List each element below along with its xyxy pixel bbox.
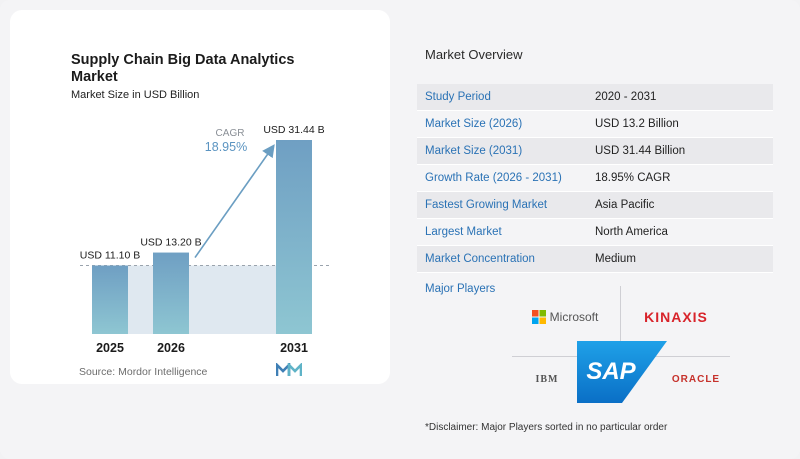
- overview-row-value: 18.95% CAGR: [595, 172, 671, 184]
- overview-row-label: Market Size (2026): [425, 118, 523, 130]
- chart-subtitle: Market Size in USD Billion: [71, 89, 200, 101]
- source-text: Source: Mordor Intelligence: [79, 366, 208, 378]
- ibm-logo: IBM: [522, 368, 572, 390]
- baseline-band: [92, 265, 312, 334]
- overview-row-label: Market Concentration: [425, 253, 535, 265]
- players-divider-vertical: [620, 286, 621, 346]
- x-tick-label: 2031: [280, 341, 308, 355]
- microsoft-logo: Microsoft: [520, 304, 610, 330]
- overview-row-value: Asia Pacific: [595, 199, 655, 211]
- bar-value-label: USD 11.10 B: [80, 250, 141, 262]
- overview-row-value: 2020 - 2031: [595, 91, 657, 103]
- overview-row: Fastest Growing Market Asia Pacific: [417, 192, 773, 219]
- sap-name: SAP: [586, 358, 636, 385]
- sap-background-icon: [577, 341, 667, 403]
- overview-row-label: Largest Market: [425, 226, 502, 238]
- x-tick-label: 2025: [96, 341, 124, 355]
- bar-value-label: USD 31.44 B: [263, 124, 324, 136]
- overview-row-value: Medium: [595, 253, 636, 265]
- oracle-logo: ORACLE: [668, 368, 724, 390]
- sap-logo: SAP: [577, 341, 667, 403]
- cagr-value: 18.95%: [205, 140, 247, 154]
- overview-title: Market Overview: [425, 47, 523, 62]
- players-title: Major Players: [425, 283, 496, 295]
- overview-row: Market Size (2026) USD 13.2 Billion: [417, 111, 773, 138]
- oracle-name: ORACLE: [671, 373, 721, 385]
- microsoft-name: Microsoft: [549, 310, 599, 324]
- overview-row: Growth Rate (2026 - 2031) 18.95% CAGR: [417, 165, 773, 192]
- bar: [92, 265, 128, 334]
- cagr-arrow: [194, 144, 275, 259]
- chart-title: Supply Chain Big Data Analytics Market: [71, 52, 295, 85]
- overview-row-value: USD 31.44 Billion: [595, 145, 686, 157]
- overview-row-value: USD 13.2 Billion: [595, 118, 679, 130]
- overview-row-label: Study Period: [425, 91, 491, 103]
- bar-chart: USD 11.10 B 2025 USD 13.20 B 2026 USD 31.44 …: [80, 124, 330, 355]
- microsoft-squares-icon: [531, 310, 546, 324]
- overview-row-label: Market Size (2031): [425, 145, 523, 157]
- disclaimer-text: *Disclaimer: Major Players sorted in no …: [425, 422, 668, 433]
- overview-row-label: Growth Rate (2026 - 2031): [425, 172, 562, 184]
- mordor-logo-icon: [276, 363, 302, 376]
- kinaxis-name: KINAXIS: [644, 309, 708, 325]
- overview-row-value: North America: [595, 226, 668, 238]
- bar: [276, 140, 312, 334]
- x-tick-label: 2026: [157, 341, 185, 355]
- cagr-label: CAGR: [216, 128, 245, 139]
- bar-value-label: USD 13.20 B: [140, 237, 201, 249]
- overview-row: Market Size (2031) USD 31.44 Billion: [417, 138, 773, 165]
- overview-row: Study Period 2020 - 2031: [417, 84, 773, 111]
- bar: [153, 252, 189, 334]
- overview-row: Largest Market North America: [417, 219, 773, 246]
- kinaxis-logo: KINAXIS: [630, 304, 722, 330]
- overview-row: Market Concentration Medium: [417, 246, 773, 273]
- overview-row-label: Fastest Growing Market: [425, 199, 548, 211]
- ibm-name: IBM: [535, 373, 559, 385]
